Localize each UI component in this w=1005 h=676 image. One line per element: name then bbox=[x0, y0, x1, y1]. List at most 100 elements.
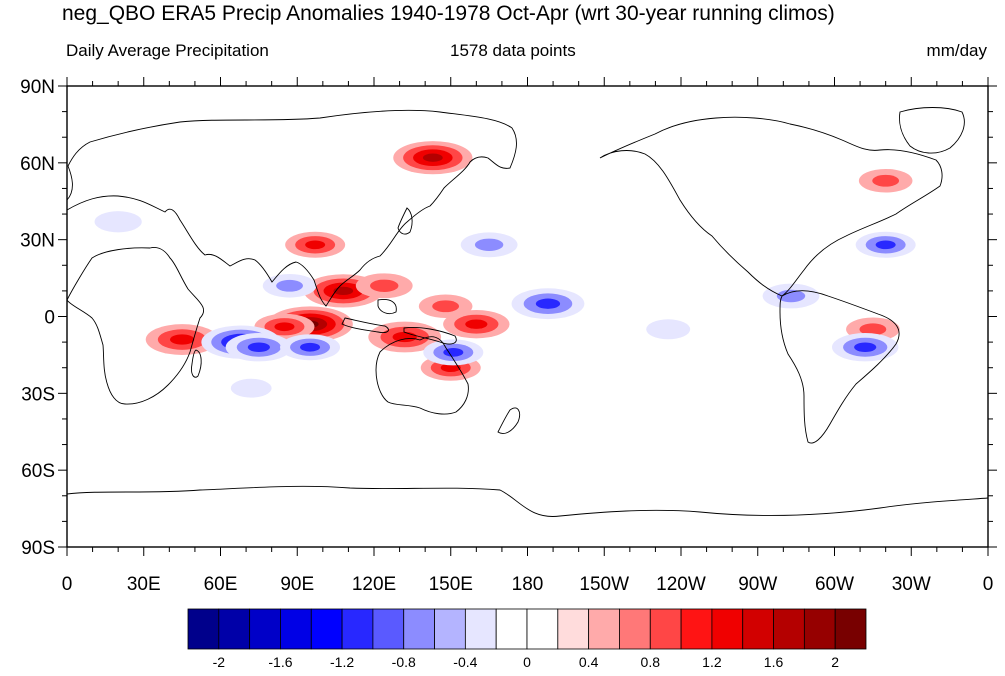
madagascar-coast bbox=[191, 349, 202, 378]
anomaly-blob bbox=[370, 279, 399, 292]
colorbar-box bbox=[187, 608, 220, 650]
anomaly-blob bbox=[859, 323, 887, 336]
lon-tick-label: 150E bbox=[429, 574, 473, 595]
japan-coast bbox=[397, 207, 413, 235]
colorbar-box bbox=[280, 608, 312, 650]
coastlines bbox=[67, 107, 988, 517]
colorbar-box bbox=[372, 608, 405, 650]
anomaly-blob bbox=[169, 334, 195, 345]
lon-tick-label: 90W bbox=[738, 574, 777, 595]
anomaly-blob bbox=[422, 153, 443, 162]
colorbar-box bbox=[588, 608, 620, 650]
lat-tick-label: 60S bbox=[21, 461, 55, 482]
anomaly-blob bbox=[333, 286, 354, 296]
colorbar-box bbox=[341, 608, 374, 650]
anomaly-blob bbox=[94, 211, 142, 233]
anomaly-blob bbox=[274, 322, 295, 332]
anomaly-blob bbox=[443, 348, 464, 357]
new-zealand-coast bbox=[497, 407, 521, 434]
plot-frame bbox=[66, 85, 989, 548]
colorbar-box bbox=[680, 608, 713, 650]
colorbar-tick-label: -2 bbox=[213, 654, 226, 670]
anomaly-blob bbox=[305, 240, 326, 250]
colorbar-tick-label: -1.6 bbox=[268, 654, 292, 670]
anomaly-blob bbox=[535, 298, 561, 309]
africa-coast bbox=[67, 247, 205, 405]
anomaly-blob bbox=[872, 174, 900, 187]
south-america-coast bbox=[779, 290, 900, 444]
lon-tick-label: 60W bbox=[815, 574, 854, 595]
north-america-coast bbox=[599, 116, 943, 297]
anomaly-blob bbox=[230, 378, 272, 398]
anomaly-blob bbox=[440, 363, 461, 373]
anomaly-fill-layer bbox=[94, 141, 916, 398]
lon-tick-label: 60E bbox=[204, 574, 238, 595]
colorbar-box bbox=[464, 608, 497, 650]
colorbar-tick-label: -0.8 bbox=[392, 654, 416, 670]
lon-tick-label: 90E bbox=[280, 574, 314, 595]
units-label: mm/day bbox=[926, 41, 987, 60]
lon-tick-label: 150W bbox=[579, 574, 629, 595]
colorbar-box bbox=[495, 608, 528, 650]
colorbar-box bbox=[803, 608, 836, 650]
lon-tick-label: 30E bbox=[127, 574, 161, 595]
lat-tick-label: 60N bbox=[20, 154, 55, 175]
axis-ticks bbox=[58, 77, 997, 556]
colorbar-box bbox=[649, 608, 682, 650]
subtitle-left: Daily Average Precipitation bbox=[66, 41, 269, 60]
colorbar-box bbox=[773, 608, 805, 650]
anomaly-blob bbox=[776, 289, 806, 303]
lon-tick-label: 180 bbox=[512, 574, 544, 595]
lat-tick-label: 90S bbox=[21, 538, 55, 559]
colorbar-box bbox=[834, 608, 867, 650]
anomaly-blob bbox=[300, 342, 321, 352]
anomaly-blob bbox=[432, 300, 460, 313]
eurasia-coast bbox=[67, 109, 517, 307]
colorbar-tick-label: -1.2 bbox=[330, 654, 354, 670]
australia-coast bbox=[375, 336, 469, 415]
colorbar-box bbox=[218, 608, 251, 650]
colorbar-box bbox=[711, 608, 744, 650]
colorbar-tick-label: -0.4 bbox=[453, 654, 477, 670]
anomaly-blob bbox=[247, 342, 270, 352]
colorbar-tick-label: 0.8 bbox=[641, 654, 661, 670]
lon-tick-label: 30W bbox=[892, 574, 931, 595]
anomaly-blob bbox=[465, 319, 488, 329]
colorbar-tick-label: 2 bbox=[831, 654, 839, 670]
lon-tick-label: 0 bbox=[983, 574, 994, 595]
colorbar-box bbox=[249, 608, 281, 650]
maritime-coast bbox=[341, 299, 457, 345]
latitude-labels: 90N 60N 30N 0 30S 60S 90S bbox=[20, 77, 55, 559]
colorbar-box bbox=[434, 608, 466, 650]
lat-tick-label: 30N bbox=[20, 231, 55, 252]
anomaly-blob bbox=[392, 331, 417, 343]
lat-tick-label: 0 bbox=[44, 308, 55, 329]
colorbar-box bbox=[310, 608, 343, 650]
anomaly-blob bbox=[854, 342, 877, 352]
colorbar-box bbox=[557, 608, 590, 650]
anomaly-blob bbox=[875, 240, 896, 250]
lon-tick-label: 0 bbox=[62, 574, 73, 595]
anomaly-blob bbox=[276, 279, 303, 292]
lon-tick-label: 120W bbox=[656, 574, 706, 595]
colorbar bbox=[187, 608, 867, 650]
colorbar-box bbox=[619, 608, 651, 650]
plot-title: neg_QBO ERA5 Precip Anomalies 1940-1978 … bbox=[62, 2, 835, 25]
colorbar-box bbox=[403, 608, 435, 650]
lat-tick-label: 90N bbox=[20, 77, 55, 98]
greenland-coast bbox=[899, 107, 965, 154]
colorbar-tick-label: 0.4 bbox=[579, 654, 599, 670]
longitude-labels: 0 30E 60E 90E 120E 150E 180 150W 120W 90W 60W 30W 0 bbox=[62, 574, 994, 595]
colorbar-box bbox=[742, 608, 774, 650]
colorbar-box bbox=[526, 608, 559, 650]
lon-tick-label: 120E bbox=[352, 574, 396, 595]
subtitle-center: 1578 data points bbox=[450, 41, 576, 60]
colorbar-labels: -2 -1.6 -1.2 -0.8 -0.4 0 0.4 0.8 1.2 1.6 2 bbox=[213, 654, 840, 670]
anomaly-blob bbox=[646, 319, 691, 340]
lat-tick-label: 30S bbox=[21, 384, 55, 405]
colorbar-tick-label: 0 bbox=[523, 654, 531, 670]
colorbar-tick-label: 1.6 bbox=[764, 654, 784, 670]
colorbar-tick-label: 1.2 bbox=[702, 654, 722, 670]
anomaly-blob bbox=[474, 238, 504, 251]
